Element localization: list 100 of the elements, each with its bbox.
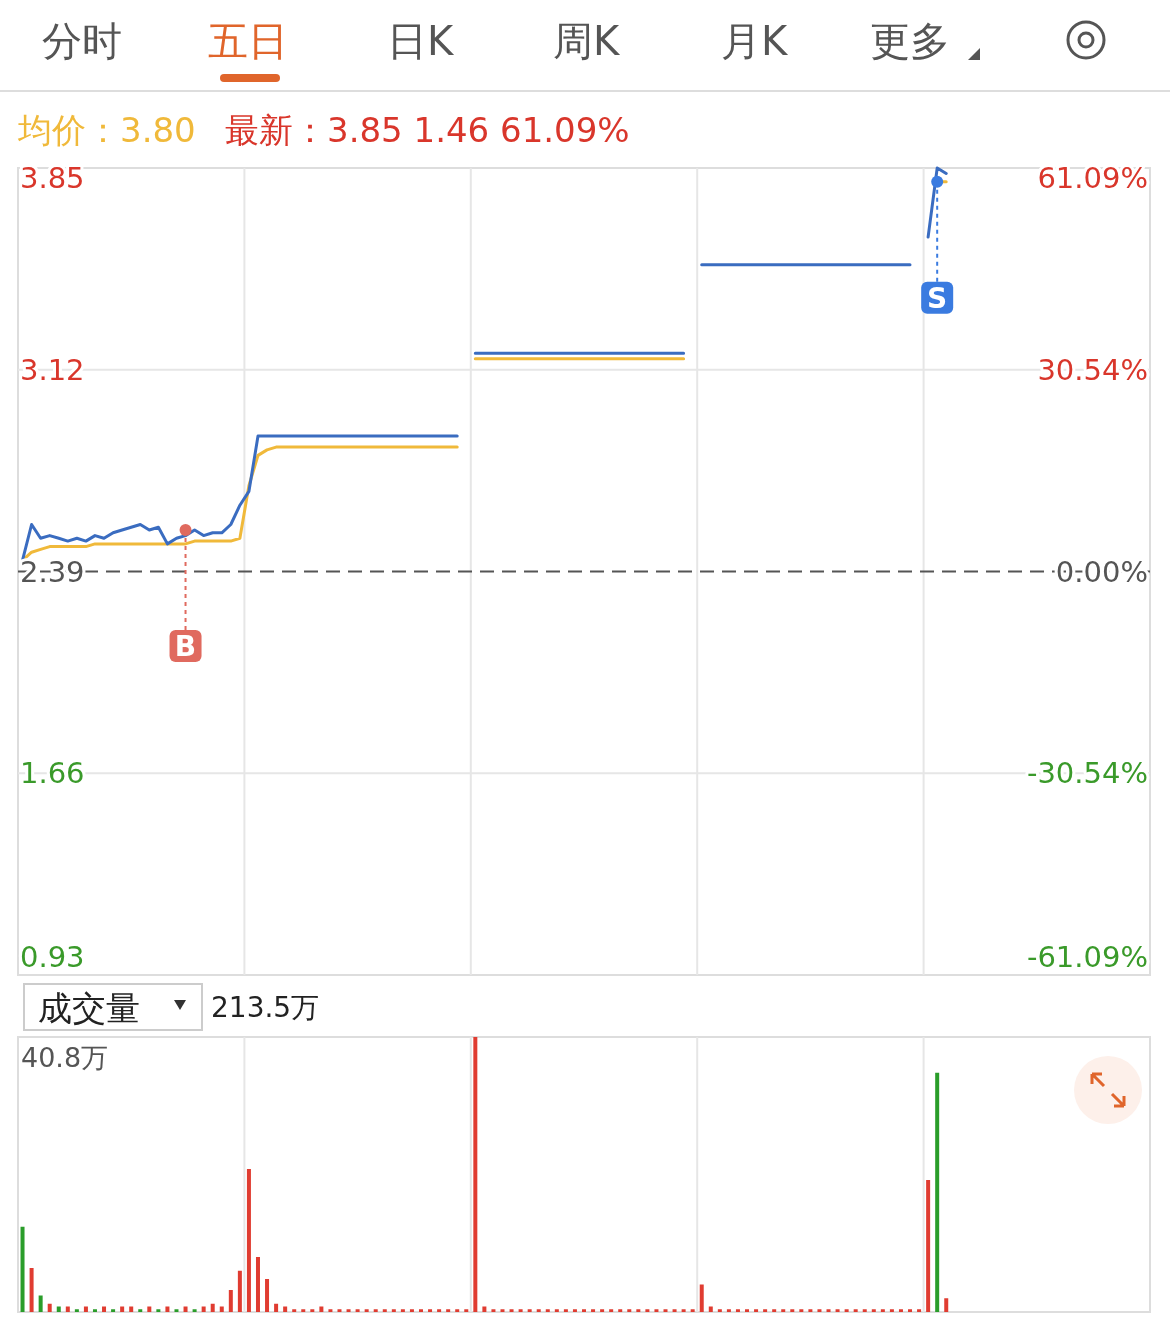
bar — [681, 1309, 686, 1312]
y-tick-label: 0.93 — [20, 940, 85, 974]
bar — [129, 1306, 134, 1312]
bar — [699, 1284, 704, 1312]
bar — [283, 1306, 288, 1312]
bar — [672, 1309, 677, 1312]
bar — [889, 1309, 894, 1312]
bar — [898, 1309, 903, 1312]
y2-tick-label: -30.54% — [1026, 756, 1148, 791]
y-tick-label: 1.66 — [20, 756, 85, 791]
bar — [156, 1309, 161, 1312]
bar — [210, 1303, 215, 1312]
text: 213.5万 — [211, 991, 320, 1024]
bar — [917, 1309, 922, 1312]
bar — [826, 1309, 831, 1312]
bar — [400, 1309, 405, 1312]
bar — [618, 1309, 623, 1312]
text: 月K — [720, 18, 789, 64]
bar — [880, 1309, 885, 1312]
bar — [255, 1257, 260, 1312]
bar — [83, 1306, 88, 1312]
bar — [536, 1309, 541, 1312]
bar — [482, 1306, 487, 1312]
bar — [926, 1180, 931, 1312]
bar — [908, 1309, 913, 1312]
bar — [20, 1226, 25, 1312]
bar — [102, 1306, 107, 1312]
bar — [219, 1306, 224, 1312]
bar — [373, 1309, 378, 1312]
bar — [192, 1309, 197, 1312]
bar — [862, 1309, 867, 1312]
bar — [799, 1309, 804, 1312]
text: 均价：3.80 — [17, 110, 196, 150]
bar — [464, 1309, 469, 1312]
y2-tick-label: 61.09% — [1037, 161, 1148, 195]
bar — [518, 1309, 523, 1312]
bar — [446, 1309, 451, 1312]
bar — [29, 1268, 34, 1312]
bar — [409, 1309, 414, 1312]
bar — [844, 1309, 849, 1312]
bar — [346, 1309, 351, 1312]
bar — [554, 1309, 559, 1312]
bar — [591, 1309, 596, 1312]
bar — [237, 1270, 242, 1312]
bar — [47, 1303, 52, 1312]
bar — [491, 1309, 496, 1312]
bar — [473, 1037, 478, 1312]
text: 最新：3.85 1.46 61.09% — [225, 110, 630, 150]
bar — [935, 1072, 940, 1312]
bar — [74, 1309, 79, 1312]
bar — [627, 1309, 632, 1312]
bar — [111, 1309, 116, 1312]
bar — [228, 1290, 233, 1312]
bar — [437, 1309, 442, 1312]
annotation: 40.8万 — [21, 1042, 109, 1073]
bar — [853, 1309, 858, 1312]
text: 五日 — [208, 18, 288, 64]
bar — [808, 1309, 813, 1312]
bar — [735, 1309, 740, 1312]
bar — [382, 1309, 387, 1312]
bar — [944, 1298, 949, 1312]
bar — [319, 1306, 324, 1312]
bar — [301, 1309, 306, 1312]
bar — [563, 1309, 568, 1312]
bar — [717, 1309, 722, 1312]
y-tick-label: 3.12 — [20, 352, 85, 387]
bar — [663, 1309, 668, 1312]
y-tick-label: 3.85 — [20, 161, 85, 195]
bar — [527, 1309, 532, 1312]
bar — [246, 1169, 251, 1312]
bar — [337, 1309, 342, 1312]
bar — [174, 1309, 179, 1312]
bar — [455, 1309, 460, 1312]
bar — [292, 1309, 297, 1312]
bar — [817, 1309, 822, 1312]
data-label: B — [174, 630, 197, 664]
bar — [745, 1309, 750, 1312]
bar — [428, 1309, 433, 1312]
y2-tick-label: -61.09% — [1026, 940, 1148, 974]
bar — [609, 1309, 614, 1312]
bar — [355, 1309, 360, 1312]
bar — [708, 1306, 713, 1312]
bar — [92, 1309, 97, 1312]
bar — [265, 1279, 270, 1312]
data-label: S — [927, 281, 948, 315]
bar — [790, 1309, 795, 1312]
bar — [871, 1309, 876, 1312]
bar — [183, 1306, 188, 1312]
bar — [138, 1309, 143, 1312]
bar — [582, 1309, 586, 1312]
bar — [763, 1309, 768, 1312]
bar — [38, 1295, 43, 1312]
bar — [500, 1309, 505, 1312]
bar — [391, 1309, 396, 1312]
text: 周K — [552, 18, 621, 64]
text: 成交量 — [38, 988, 140, 1028]
bar — [781, 1309, 786, 1312]
text: 更多 — [870, 18, 950, 64]
bar — [147, 1306, 152, 1312]
bar — [835, 1309, 840, 1312]
